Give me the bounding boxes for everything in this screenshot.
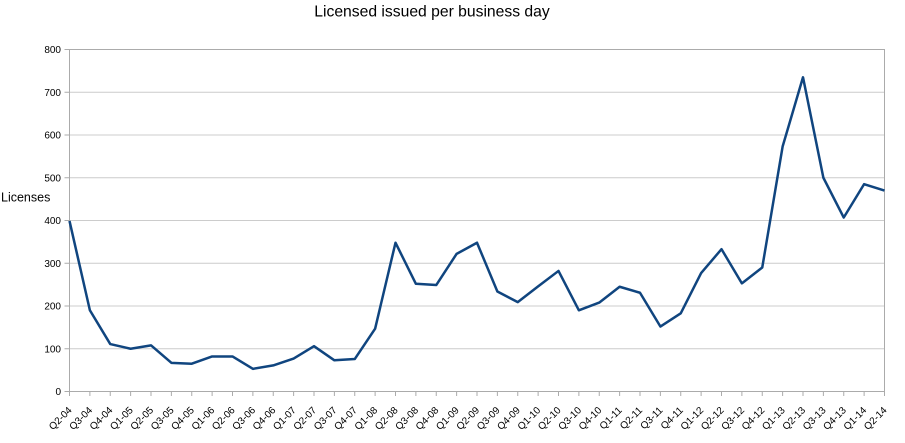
svg-text:100: 100 <box>44 344 61 355</box>
svg-text:Licensed issued per business d: Licensed issued per business day <box>314 4 550 21</box>
svg-text:600: 600 <box>44 131 61 142</box>
svg-text:0: 0 <box>55 387 61 398</box>
svg-text:300: 300 <box>44 259 61 270</box>
svg-text:700: 700 <box>44 88 61 99</box>
svg-text:200: 200 <box>44 302 61 313</box>
svg-text:400: 400 <box>44 216 61 227</box>
svg-text:Licenses: Licenses <box>1 191 50 205</box>
svg-text:800: 800 <box>44 45 61 56</box>
svg-text:500: 500 <box>44 173 61 184</box>
